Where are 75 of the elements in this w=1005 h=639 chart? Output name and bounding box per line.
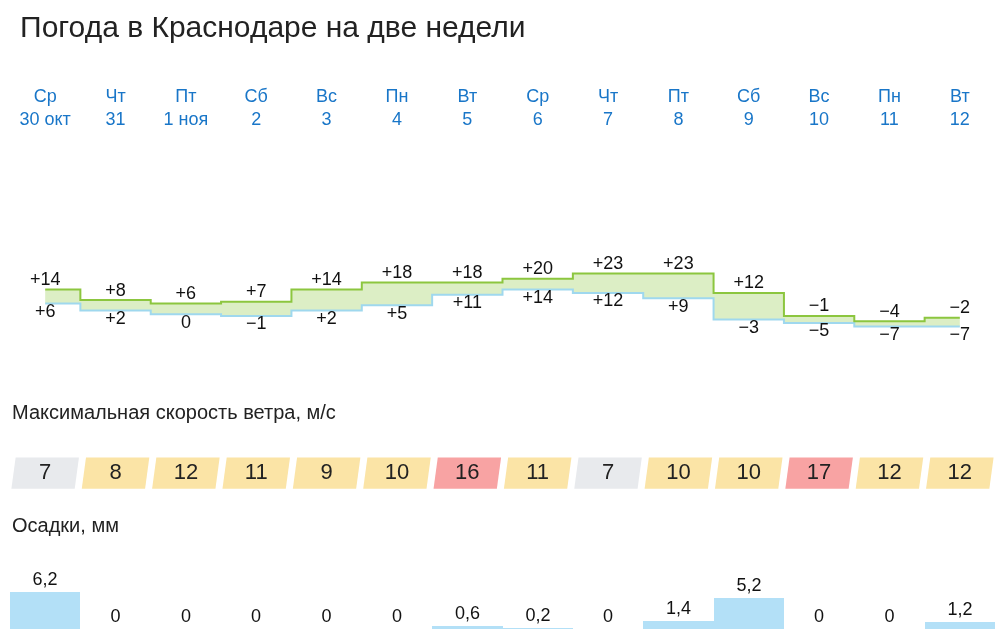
x-tick-label: Пн 11 xyxy=(878,86,901,130)
data-label: 12 xyxy=(877,458,902,484)
data-label: +20 xyxy=(522,258,553,279)
data-label: 10 xyxy=(384,458,410,484)
x-tick-label: Сб 2 xyxy=(244,86,268,130)
chart-title: Погода в Краснодаре на две недели xyxy=(20,9,526,43)
data-label: +8 xyxy=(105,279,126,300)
data-label: 1,4 xyxy=(665,597,692,618)
data-label: 8 xyxy=(109,458,122,484)
data-label: +18 xyxy=(452,261,483,282)
data-label: 7 xyxy=(601,458,615,484)
bar xyxy=(925,621,995,629)
data-label: 1,2 xyxy=(947,598,973,619)
data-label: 0 xyxy=(391,606,403,626)
x-tick-label: Пт 8 xyxy=(667,86,689,130)
data-label: +14 xyxy=(29,268,61,289)
data-label: 0 xyxy=(884,606,895,626)
data-label: 0 xyxy=(180,311,191,332)
data-label: 11 xyxy=(526,458,550,484)
data-label: 12 xyxy=(173,458,199,484)
x-tick-label: Сб 9 xyxy=(737,86,761,130)
data-label: +7 xyxy=(245,281,267,302)
data-label: −3 xyxy=(738,316,760,337)
x-tick-label: Вс 10 xyxy=(808,86,830,130)
x-tick-label: Чт 31 xyxy=(105,86,126,130)
data-label: 0 xyxy=(321,606,332,626)
data-label: 0 xyxy=(250,606,262,626)
data-label: 0 xyxy=(602,606,614,626)
data-label: 12 xyxy=(947,458,973,484)
data-label: +12 xyxy=(592,290,624,311)
data-label: +11 xyxy=(452,292,482,313)
data-label: +9 xyxy=(668,295,689,316)
data-label: +6 xyxy=(34,301,56,322)
data-label: +14 xyxy=(311,268,342,289)
data-label: −7 xyxy=(879,324,900,344)
data-label: 0 xyxy=(180,606,192,626)
data-label: −4 xyxy=(879,300,900,321)
data-label: 0 xyxy=(813,606,825,626)
x-tick-label: Пт 1 ноя xyxy=(163,86,209,130)
data-label: −1 xyxy=(245,313,267,334)
data-label: +18 xyxy=(381,261,413,282)
x-tick-label: Чт 7 xyxy=(597,86,619,130)
bar xyxy=(10,591,80,629)
x-tick-label: Вт 5 xyxy=(457,86,478,130)
x-tick-label: Ср 6 xyxy=(526,86,550,130)
data-label: +23 xyxy=(663,253,694,274)
data-label: +5 xyxy=(386,302,408,323)
data-label: 16 xyxy=(455,458,480,484)
x-tick-label: Ср 30 окт xyxy=(19,86,71,130)
data-label: −1 xyxy=(808,295,830,316)
data-label: 10 xyxy=(736,458,761,484)
data-label: +14 xyxy=(522,286,553,307)
data-label: +2 xyxy=(105,308,126,329)
data-label: 0,6 xyxy=(454,602,481,623)
data-label: 9 xyxy=(320,458,333,484)
data-label: +2 xyxy=(316,308,337,329)
text: Максимальная скорость ветра, м/с xyxy=(12,401,336,423)
chart-title: Осадки, мм xyxy=(12,514,119,536)
x-tick-label: Вс 3 xyxy=(316,86,338,130)
data-label: 0,2 xyxy=(525,604,551,625)
data-label: 6,2 xyxy=(32,568,58,589)
data-label: 17 xyxy=(806,458,832,484)
data-label: 7 xyxy=(39,458,52,484)
data-label: +6 xyxy=(175,283,197,304)
data-label: 10 xyxy=(666,458,691,484)
data-label: −7 xyxy=(949,324,971,344)
data-label: +23 xyxy=(592,253,624,274)
data-label: 5,2 xyxy=(736,574,762,595)
data-label: +12 xyxy=(733,272,765,293)
data-label: 11 xyxy=(244,458,268,484)
x-tick-label: Вт 12 xyxy=(949,86,970,130)
data-label: −5 xyxy=(808,320,830,341)
data-label: −2 xyxy=(949,297,971,318)
data-label: 0 xyxy=(110,606,121,626)
x-tick-label: Пн 4 xyxy=(385,86,409,130)
